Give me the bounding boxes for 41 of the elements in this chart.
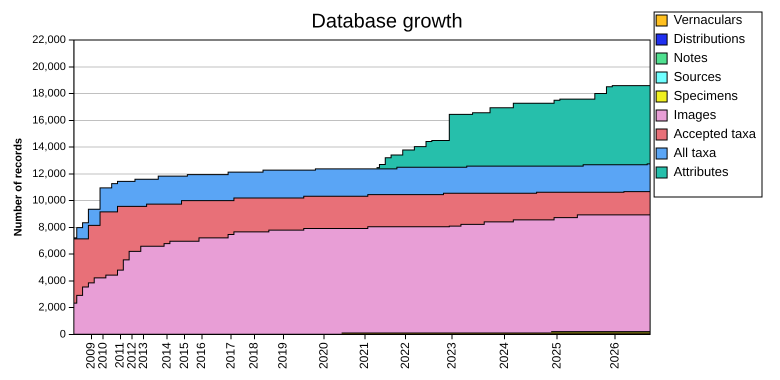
legend-label: Images — [674, 107, 717, 122]
x-tick-label: 2021 — [357, 342, 372, 370]
x-tick-label: 2025 — [549, 342, 564, 370]
y-tick-label: 18,000 — [32, 88, 66, 100]
chart-title: Database growth — [311, 10, 463, 33]
y-axis-title: Number of records — [12, 138, 25, 236]
y-tick-label: 14,000 — [32, 141, 66, 154]
x-tick-label: 2011 — [112, 342, 127, 368]
legend-label: Attributes — [674, 164, 730, 180]
y-tick-label: 16,000 — [32, 114, 66, 126]
x-tick-label: 2009 — [84, 342, 98, 370]
x-tick-label: 2024 — [496, 342, 511, 370]
y-tick-label: 6,000 — [38, 248, 66, 260]
x-tick-label: 2022 — [398, 342, 412, 370]
x-tick-label: 2020 — [316, 342, 330, 370]
x-tick-label: 2012 — [124, 342, 138, 370]
legend-label: Vernaculars — [674, 12, 743, 28]
y-tick-label: 12,000 — [32, 168, 66, 180]
x-tick-label: 2023 — [444, 342, 459, 370]
y-tick-label: 2,000 — [38, 302, 66, 314]
legend-label: Distributions — [674, 31, 746, 46]
y-tick-label: 4,000 — [38, 274, 66, 287]
y-tick-label: 22,000 — [32, 34, 66, 46]
x-tick-label: 2015 — [176, 342, 191, 370]
y-tick-label: 8,000 — [38, 221, 66, 234]
x-tick-label: 2013 — [136, 342, 150, 370]
x-tick-label: 2016 — [194, 342, 208, 370]
x-tick-label: 2010 — [95, 342, 110, 370]
y-tick-label: 0 — [60, 328, 66, 340]
legend-label: Notes — [674, 50, 708, 66]
x-tick-label: 2017 — [223, 342, 238, 370]
legend-label: Accepted taxa — [674, 126, 757, 142]
legend-label: All taxa — [674, 145, 718, 160]
x-tick-label: 2026 — [608, 342, 622, 370]
legend-label: Sources — [674, 69, 722, 84]
legend-label: Specimens — [674, 88, 738, 104]
y-tick-label: 10,000 — [32, 194, 66, 207]
x-tick-label: 2018 — [246, 342, 261, 370]
x-tick-label: 2019 — [276, 342, 290, 370]
y-tick-label: 20,000 — [32, 60, 66, 73]
x-tick-label: 2014 — [159, 342, 174, 370]
